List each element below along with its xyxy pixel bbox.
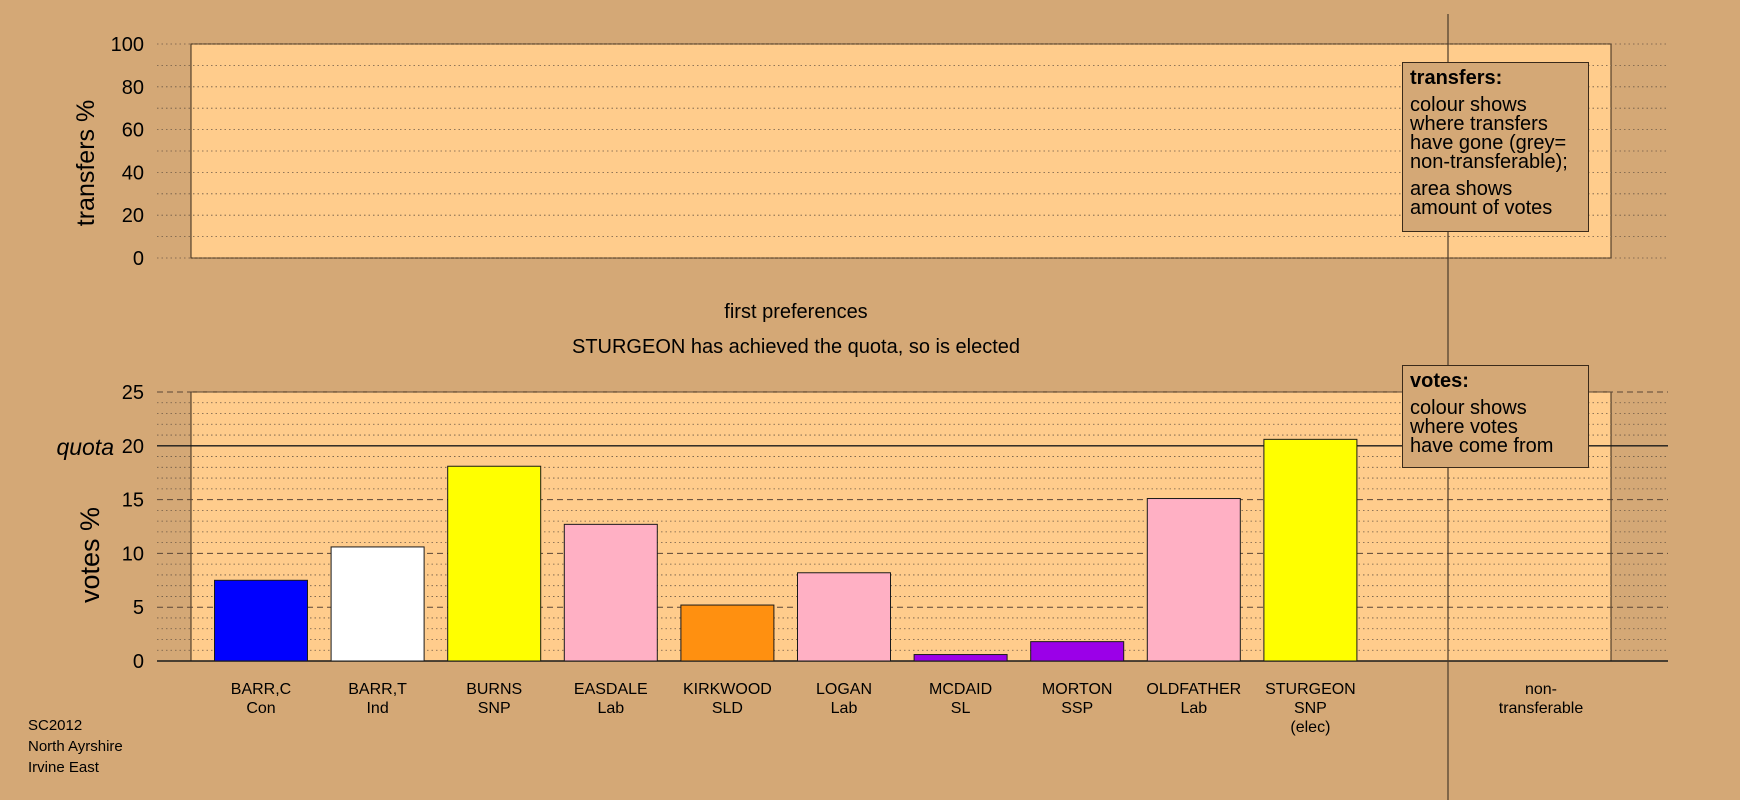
transfers-legend-line: amount of votes [1410,197,1553,219]
transfers-y-ticks: 0 20 40 60 80 100 [111,34,144,270]
non-transferable-label-line2: transferable [1499,700,1584,717]
non-transferable-label-line1: non- [1525,681,1557,698]
bar-sturgeon [1263,438,1358,662]
bar-morton [1030,641,1125,662]
votes-y-tick-label: 10 [122,543,144,565]
votes-y-tick-label: 0 [133,651,144,673]
votes-panel: 0 5 10 15 20 25 BARR,C Con BARR,T Ind BURNS SNP EAS… [56,382,1668,736]
votes-y-tick-label: 25 [122,382,144,404]
candidate-party-label: SL [951,700,971,717]
transfers-y-tick-label: 80 [122,77,144,99]
votes-legend: votes: colour shows where votes have com… [1402,365,1589,468]
votes-legend-line: colour shows [1410,397,1527,419]
votes-bars [214,438,1358,662]
candidate-party-label: SNP [478,700,511,717]
candidate-note-label: (elec) [1290,719,1330,736]
footer-election: SC2012 [28,717,83,734]
bar-easdale [563,523,658,662]
bar-kirkwood [680,604,775,662]
candidate-party-label: Lab [831,700,858,717]
candidate-name-label: MORTON [1042,681,1113,698]
candidate-party-label: Lab [597,700,624,717]
votes-legend-line: have come from [1410,435,1554,457]
candidate-party-label: Con [246,700,275,717]
votes-legend-line: where votes [1410,416,1518,438]
transfers-legend-line: where transfers [1410,113,1548,135]
transfers-y-tick-label: 100 [111,34,144,56]
transfers-legend-line: area shows [1410,178,1513,200]
bar-barr-c [214,579,308,662]
candidate-name-label: OLDFATHER [1146,681,1241,698]
votes-plot-area [190,391,1612,662]
votes-legend-title: votes: [1410,370,1469,392]
bar-burns [447,465,542,662]
votes-y-tick-label: 15 [122,490,144,512]
bar-oldfather [1146,498,1241,662]
candidate-party-label: Lab [1180,700,1207,717]
transfers-y-axis-label: transfers % [72,100,100,226]
candidate-party-label: SLD [712,700,743,717]
candidate-name-label: LOGAN [816,681,872,698]
quota-label: quota [56,434,114,460]
candidate-name-label: BURNS [466,681,522,698]
votes-y-axis-label: votes % [75,507,105,603]
votes-y-tick-label: 5 [133,597,144,619]
candidate-party-label: SSP [1061,700,1093,717]
candidate-name-label: STURGEON [1265,681,1356,698]
chart-title: first preferences [724,301,867,323]
footer-ward: Irvine East [28,759,99,776]
transfers-legend-line: colour shows [1410,94,1527,116]
chart-subtitle: STURGEON has achieved the quota, so is e… [572,336,1020,358]
bar-logan [797,572,891,662]
transfers-y-tick-label: 20 [122,205,144,227]
candidate-party-label: SNP [1294,700,1327,717]
votes-y-tick-label: 20 [122,436,144,458]
votes-y-ticks: 0 5 10 15 20 25 [122,382,144,673]
candidate-name-label: BARR,T [348,681,407,698]
transfers-legend-line: have gone (grey= [1410,132,1567,154]
candidate-name-label: BARR,C [231,681,291,698]
transfers-y-tick-label: 60 [122,120,144,142]
transfers-legend-line: non-transferable); [1410,151,1568,173]
transfers-y-tick-label: 0 [133,248,144,270]
candidate-name-label: KIRKWOOD [683,681,772,698]
footer-council: North Ayrshire [28,738,123,755]
candidate-name-label: EASDALE [574,681,648,698]
transfers-legend-title: transfers: [1410,67,1503,89]
candidate-party-label: Ind [366,700,388,717]
candidate-name-label: MCDAID [929,681,992,698]
transfers-legend: transfers: colour shows where transfers … [1402,62,1589,232]
bar-mcdaid [913,654,1008,662]
transfers-y-tick-label: 40 [122,162,144,184]
candidate-labels: BARR,C Con BARR,T Ind BURNS SNP EASDALE Lab KIRK… [231,681,1356,736]
transfers-panel: 0 20 40 60 80 100 transfers % [72,34,1668,270]
bar-barr-t [330,546,425,662]
